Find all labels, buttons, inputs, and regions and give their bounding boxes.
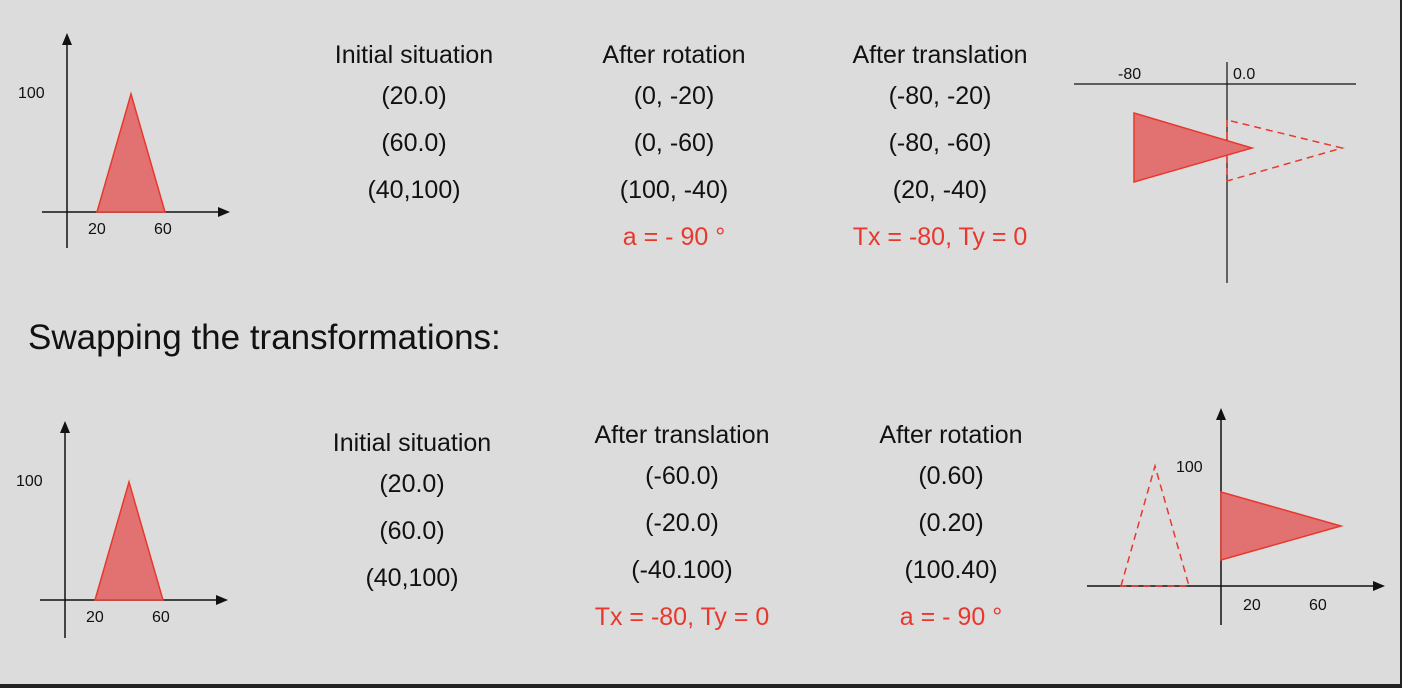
x-tick-label-minus-80: -80 <box>1118 66 1141 83</box>
triangle-shape <box>94 479 164 601</box>
column-heading: Initial situation <box>334 41 494 69</box>
x-axis-arrowhead <box>1373 581 1385 591</box>
y-tick-label: 100 <box>1176 459 1203 476</box>
x-axis-arrowhead <box>218 207 230 217</box>
coordinate-value: (-80, -20) <box>888 82 992 110</box>
translated-shape <box>1133 111 1255 183</box>
top-column-rotation: After rotation (0, -20) (0, -60) (100, -… <box>564 41 784 252</box>
coordinate-value: (20.0) <box>379 470 445 498</box>
column-heading: After translation <box>594 421 770 449</box>
translated-shape-outline <box>1120 463 1190 587</box>
transformation-note: a = - 90 ° <box>899 603 1003 631</box>
x-tick-label-60: 60 <box>154 221 172 238</box>
top-result-graph: -80 0.0 <box>1074 62 1356 283</box>
y-tick-label: 100 <box>16 473 43 490</box>
top-column-translation: After translation (-80, -20) (-80, -60) … <box>815 41 1065 252</box>
origin-label: 0.0 <box>1233 66 1255 83</box>
y-axis-arrowhead <box>62 33 72 45</box>
coordinate-value: (0, -20) <box>633 82 715 110</box>
coordinate-value: (-80, -60) <box>888 129 992 157</box>
coordinate-value: (0, -60) <box>633 129 715 157</box>
transformation-note: a = - 90 ° <box>622 223 726 251</box>
top-initial-graph: 100 20 60 <box>18 33 230 248</box>
x-tick-label-20: 20 <box>1243 597 1261 614</box>
coordinate-value: (20.0) <box>381 82 447 110</box>
top-column-initial: Initial situation (20.0) (60.0) (40,100) <box>304 41 524 205</box>
x-tick-label-20: 20 <box>88 221 106 238</box>
transformation-note: Tx = -80, Ty = 0 <box>852 223 1028 251</box>
x-tick-label-20: 20 <box>86 609 104 626</box>
bottom-column-initial: Initial situation (20.0) (60.0) (40,100) <box>302 429 522 593</box>
coordinate-value: (-20.0) <box>645 509 719 537</box>
coordinate-value: (-60.0) <box>645 462 719 490</box>
coordinate-value: (20, -40) <box>892 176 988 204</box>
x-tick-label-60: 60 <box>1309 597 1327 614</box>
bottom-column-rotation: After rotation (0.60) (0.20) (100.40) a … <box>841 421 1061 632</box>
coordinate-value: (60.0) <box>379 517 445 545</box>
bottom-result-graph: 100 20 60 <box>1087 408 1385 625</box>
bottom-initial-graph: 100 20 60 <box>16 421 228 638</box>
coordinate-value: (100.40) <box>904 556 998 584</box>
bottom-column-translation: After translation (-60.0) (-20.0) (-40.1… <box>557 421 807 632</box>
column-heading: After rotation <box>879 421 1023 449</box>
column-heading: After rotation <box>602 41 746 69</box>
coordinate-value: (0.60) <box>918 462 984 490</box>
coordinate-value: (60.0) <box>381 129 447 157</box>
coordinate-value: (-40.100) <box>631 556 733 584</box>
coordinate-value: (0.20) <box>918 509 984 537</box>
y-axis-arrowhead <box>1216 408 1226 420</box>
rotated-shape <box>1220 491 1344 561</box>
triangle-shape <box>96 91 166 213</box>
y-tick-label: 100 <box>18 85 45 102</box>
section-title: Swapping the transformations: <box>28 318 501 357</box>
coordinate-value: (40,100) <box>367 176 461 204</box>
x-tick-label-60: 60 <box>152 609 170 626</box>
coordinate-value: (40,100) <box>365 564 459 592</box>
column-heading: Initial situation <box>332 429 492 457</box>
y-axis-arrowhead <box>60 421 70 433</box>
transformation-note: Tx = -80, Ty = 0 <box>594 603 770 631</box>
x-axis-arrowhead <box>216 595 228 605</box>
column-heading: After translation <box>852 41 1028 69</box>
coordinate-value: (100, -40) <box>619 176 729 204</box>
